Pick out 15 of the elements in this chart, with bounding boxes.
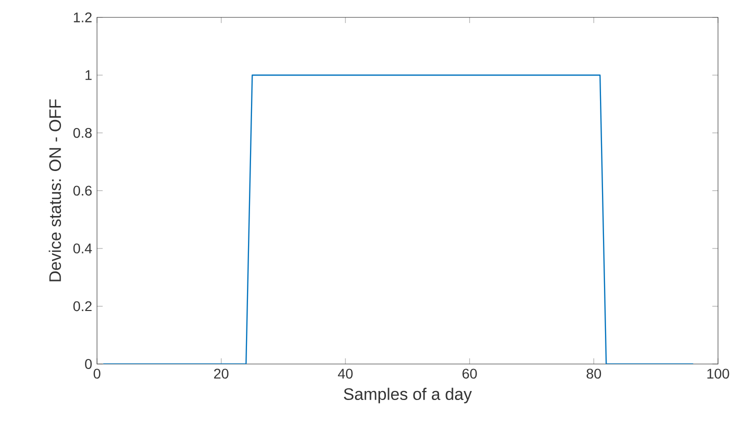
y-axis-title: Device status: ON - OFF [48,99,62,282]
x-tick-label: 0 [94,368,100,379]
x-axis-title: Samples of a day [344,388,472,404]
x-tick-label: 40 [338,368,353,379]
y-tick-label: 0.8 [73,128,92,138]
y-tick-label: 0.6 [73,186,92,196]
y-tick-label: 1.2 [74,12,92,22]
x-tick-label: 100 [707,368,730,379]
x-tick-label: 80 [586,368,602,379]
y-tick-label: 1 [86,70,92,80]
x-tick-label: 20 [214,368,228,379]
y-tick-label: 0.2 [73,301,92,312]
x-tick-label: 60 [462,368,477,379]
y-tick-label: 0.4 [73,244,92,254]
y-tick-label: 0 [85,359,92,369]
